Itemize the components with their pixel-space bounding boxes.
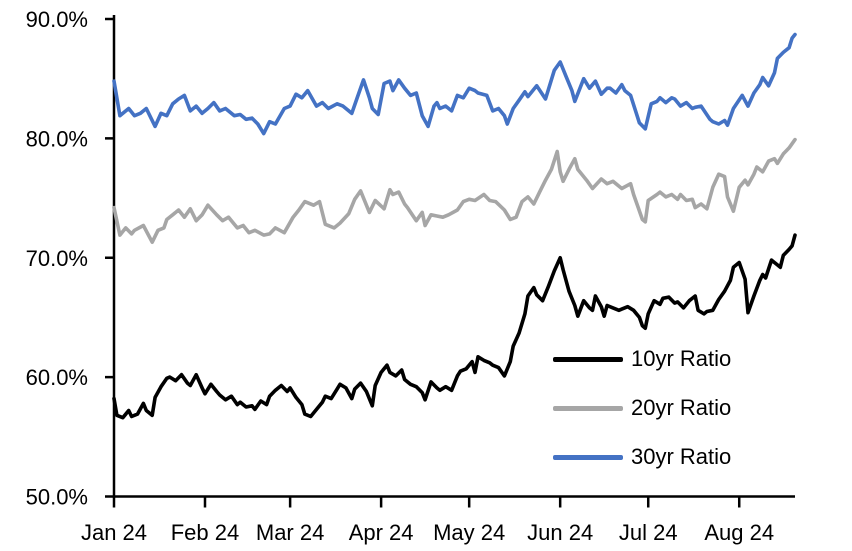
chart-legend: 10yr Ratio 20yr Ratio 30yr Ratio: [553, 348, 731, 495]
x-tick-label: Aug 24: [704, 520, 774, 545]
x-tick-label: Feb 24: [171, 520, 240, 545]
x-tick-label: Apr 24: [349, 520, 414, 545]
x-tick-label: Jul 24: [619, 520, 678, 545]
x-tick-label: May 24: [433, 520, 505, 545]
y-tick-label: 90.0%: [26, 7, 88, 32]
legend-label-10yr: 10yr Ratio: [631, 346, 732, 371]
legend-entry-30yr: 30yr Ratio: [553, 446, 731, 468]
legend-label-30yr: 30yr Ratio: [631, 444, 732, 469]
y-tick-label: 80.0%: [26, 126, 88, 151]
x-tick-label: Jan 24: [81, 520, 147, 545]
y-tick-label: 60.0%: [26, 365, 88, 390]
legend-line-swatch-30yr: [553, 454, 623, 460]
x-tick-label: Mar 24: [256, 520, 324, 545]
legend-entry-20yr: 20yr Ratio: [553, 397, 731, 419]
series-line-30yr-ratio: [112, 32, 797, 136]
legend-entry-10yr: 10yr Ratio: [553, 348, 731, 370]
y-tick-label: 50.0%: [26, 485, 88, 510]
legend-label-20yr: 20yr Ratio: [631, 395, 732, 420]
series-line-10yr-ratio: [112, 233, 797, 420]
legend-line-swatch-20yr: [553, 405, 623, 411]
y-tick-label: 70.0%: [26, 246, 88, 271]
series-line-20yr-ratio: [112, 137, 797, 244]
legend-line-swatch-10yr: [553, 356, 623, 362]
x-tick-label: Jun 24: [527, 520, 593, 545]
